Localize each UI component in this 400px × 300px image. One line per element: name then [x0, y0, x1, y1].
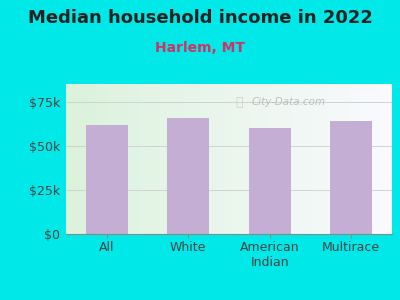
Text: Harlem, MT: Harlem, MT: [155, 40, 245, 55]
Bar: [167, 118, 210, 234]
Bar: [330, 121, 372, 234]
Text: Median household income in 2022: Median household income in 2022: [28, 9, 372, 27]
Text: City-Data.com: City-Data.com: [252, 97, 326, 107]
Bar: [248, 128, 291, 234]
Bar: [86, 124, 128, 234]
Text: ⓘ: ⓘ: [236, 95, 243, 109]
